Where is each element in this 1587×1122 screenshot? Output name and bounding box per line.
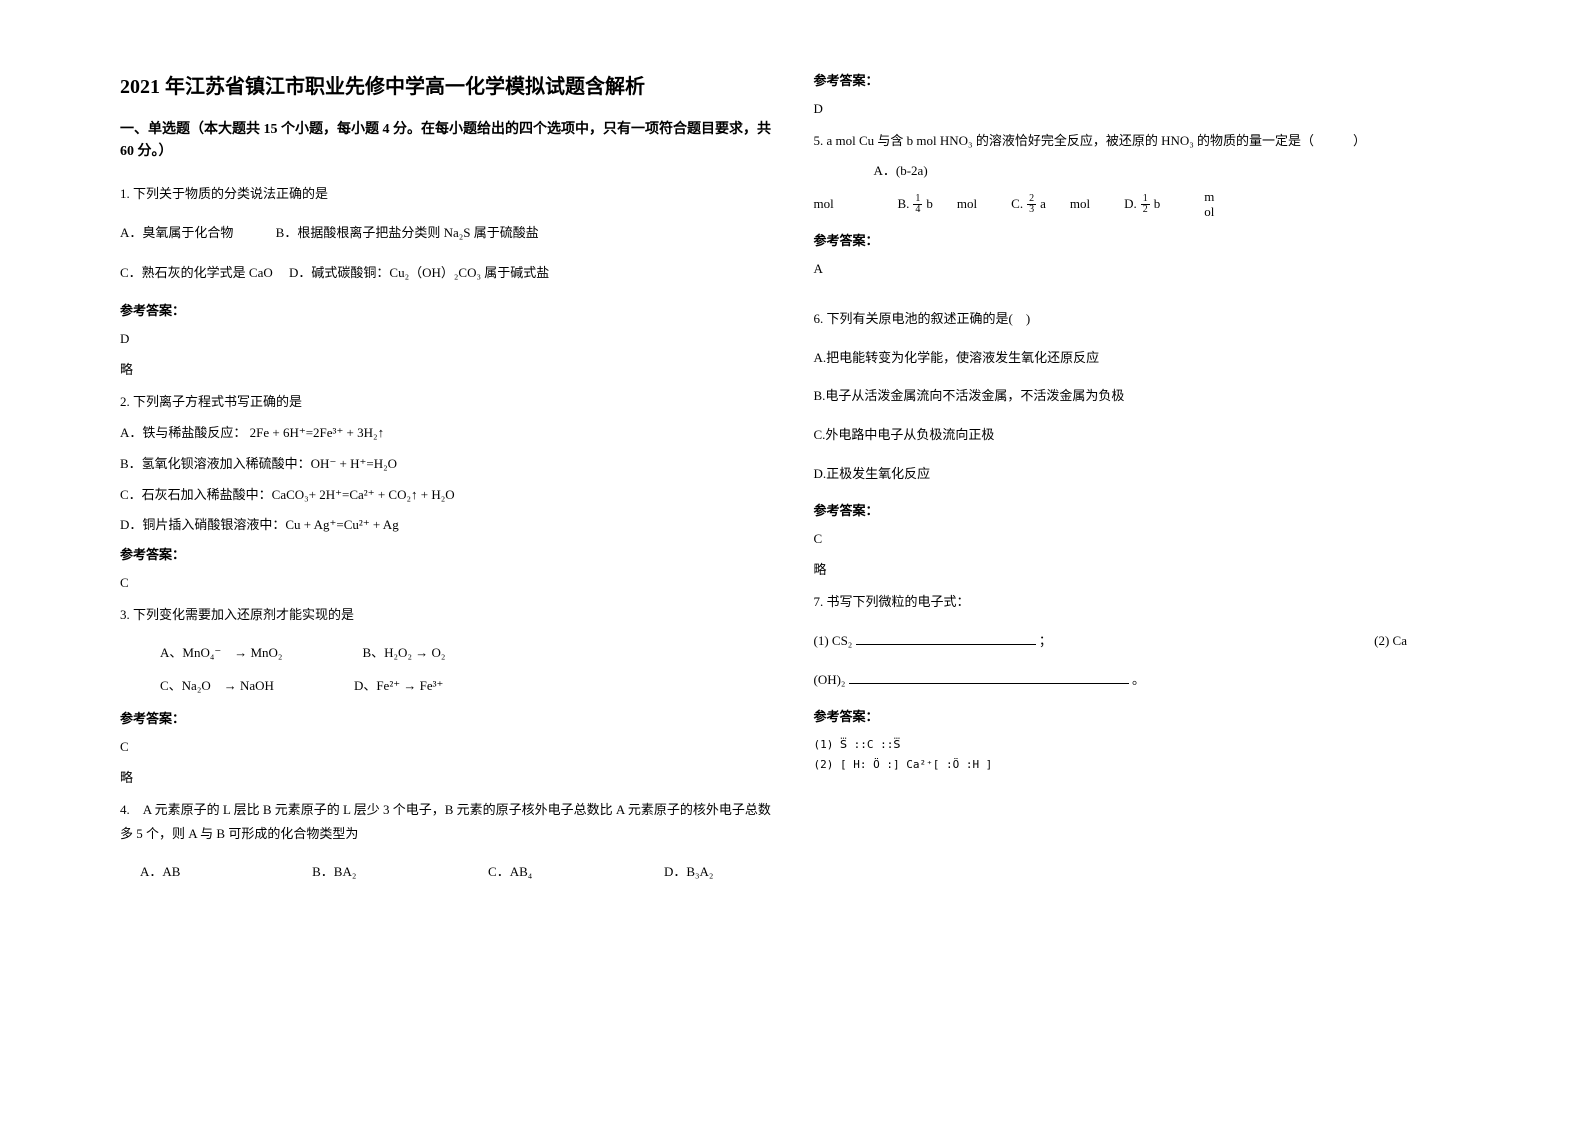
q7-part3-label: (OH)₂ — [814, 672, 846, 687]
section-heading: 一、单选题（本大题共 15 个小题，每小题 4 分。在每小题给出的四个选项中，只… — [120, 119, 774, 164]
q6-optC: C.外电路中电子从负极流向正极 — [814, 423, 1468, 448]
q1-answer-label: 参考答案： — [120, 300, 774, 319]
blank-line — [849, 670, 1129, 684]
q4-optC: C．AB₄ — [488, 861, 532, 880]
q3-row2: C、Na₂O → NaOH D、Fe²⁺ → Fe³⁺ — [160, 675, 774, 694]
q3-stem: 3. 下列变化需要加入还原剂才能实现的是 — [120, 603, 774, 628]
q5-mol1: mol — [814, 196, 894, 212]
q2-optC: C．石灰石加入稀盐酸中：CaCO₃+ 2H⁺=Ca²⁺ + CO₂↑ + H₂O — [120, 483, 774, 508]
q3-answer: C — [120, 739, 774, 755]
q7-part3-end: 。 — [1132, 672, 1145, 687]
q7-part3: (OH)₂ 。 — [814, 668, 1468, 693]
q4-optA: A．AB — [140, 861, 180, 880]
q1-extra: 略 — [120, 359, 774, 378]
q3-optB: B、H₂O₂ → O₂ — [362, 642, 445, 661]
q6-answer: C — [814, 531, 1468, 547]
q6-stem: 6. 下列有关原电池的叙述正确的是( ) — [814, 307, 1468, 332]
q3-extra: 略 — [120, 767, 774, 786]
q4-answer-label: 参考答案： — [814, 70, 1468, 89]
q5-mol2: mol — [957, 196, 977, 212]
q7-answer-label: 参考答案： — [814, 706, 1468, 725]
right-column: 参考答案： D 5. a mol Cu 与含 b mol HNO₃ 的溶液恰好完… — [794, 70, 1488, 1082]
q3-row1: A、MnO₄⁻ → MnO₂ B、H₂O₂ → O₂ — [160, 642, 774, 661]
q1-optC: C．熟石灰的化学式是 CaO — [120, 265, 273, 280]
q6-extra: 略 — [814, 559, 1468, 578]
q5-answer: A — [814, 261, 1468, 277]
q7-part2-label: (2) Ca — [1374, 629, 1407, 654]
q5-answer-label: 参考答案： — [814, 230, 1468, 249]
q1-optB: B．根据酸根离子把盐分类则 Na₂S 属于硫酸盐 — [276, 225, 539, 240]
q5-optB-pre: B. — [898, 196, 910, 212]
q3-optC: C、Na₂O → NaOH — [160, 675, 274, 694]
q4-optD: D．B₃A₂ — [664, 861, 714, 880]
q2-optB: B．氢氧化钡溶液加入稀硫酸中：OH⁻ + H⁺=H₂O — [120, 452, 774, 477]
q1-options: A．臭氧属于化合物 B．根据酸根离子把盐分类则 Na₂S 属于硫酸盐 — [120, 220, 774, 246]
q1-answer: D — [120, 331, 774, 347]
q5-optB-suf: b — [926, 196, 933, 212]
q5-optD-suf: b — [1154, 196, 1161, 212]
q2-answer-label: 参考答案： — [120, 544, 774, 563]
q4-optB: B．BA₂ — [312, 861, 356, 880]
q5-optC-suf: a — [1040, 196, 1046, 212]
q5-optC-pre: C. — [1011, 196, 1023, 212]
q7-lewis-1: (1) S⃛ ::C ::S⃛ — [814, 737, 1468, 752]
q4-answer: D — [814, 101, 1468, 117]
q4-options: A．AB B．BA₂ C．AB₄ D．B₃A₂ — [120, 861, 774, 880]
q7-part1-label: (1) CS₂ — [814, 633, 853, 648]
fraction-icon: 14 — [913, 194, 922, 215]
q2-optD: D．铜片插入硝酸银溶液中：Cu + Ag⁺=Cu²⁺ + Ag — [120, 513, 774, 538]
q6-answer-label: 参考答案： — [814, 500, 1468, 519]
q1-optD: D．碱式碳酸铜：Cu₂（OH）₂CO₃ 属于碱式盐 — [289, 265, 549, 280]
q4-stem: 4. A 元素原子的 L 层比 B 元素原子的 L 层少 3 个电子，B 元素的… — [120, 798, 774, 847]
q5-mol3: mol — [1070, 196, 1090, 212]
q7-part1: (1) CS₂ ； (2) Ca — [814, 629, 1468, 654]
q7-part1-sep: ； — [1039, 633, 1052, 648]
q5-optA: A．(b-2a) — [874, 160, 1468, 179]
q6-optB: B.电子从活泼金属流向不活泼金属，不活泼金属为负极 — [814, 384, 1468, 409]
q1-options-2: C．熟石灰的化学式是 CaO D．碱式碳酸铜：Cu₂（OH）₂CO₃ 属于碱式盐 — [120, 260, 774, 286]
blank-line — [856, 631, 1036, 645]
q6-optA: A.把电能转变为化学能，使溶液发生氧化还原反应 — [814, 346, 1468, 371]
fraction-icon: 23 — [1027, 194, 1036, 215]
q3-optD: D、Fe²⁺ → Fe³⁺ — [354, 675, 443, 694]
q5-options-row: mol B. 14 b mol C. 23 a mol D. 12 b m ol — [814, 189, 1468, 220]
q2-answer: C — [120, 575, 774, 591]
page-title: 2021 年江苏省镇江市职业先修中学高一化学模拟试题含解析 — [120, 70, 774, 99]
q2-stem: 2. 下列离子方程式书写正确的是 — [120, 390, 774, 415]
q7-stem: 7. 书写下列微粒的电子式： — [814, 590, 1468, 615]
q1-stem: 1. 下列关于物质的分类说法正确的是 — [120, 182, 774, 207]
q5-stem: 5. a mol Cu 与含 b mol HNO₃ 的溶液恰好完全反应，被还原的… — [814, 129, 1468, 154]
q5-optD-pre: D. — [1124, 196, 1137, 212]
q3-optA: A、MnO₄⁻ → MnO₂ — [160, 642, 282, 661]
left-column: 2021 年江苏省镇江市职业先修中学高一化学模拟试题含解析 一、单选题（本大题共… — [100, 70, 794, 1082]
q3-answer-label: 参考答案： — [120, 708, 774, 727]
q1-optA: A．臭氧属于化合物 — [120, 225, 233, 240]
q6-optD: D.正极发生氧化反应 — [814, 462, 1468, 487]
q2-optA: A．铁与稀盐酸反应： 2Fe + 6H⁺=2Fe³⁺ + 3H₂↑ — [120, 421, 774, 446]
fraction-icon: 12 — [1141, 194, 1150, 215]
q5-mol4: m ol — [1204, 189, 1214, 220]
q7-lewis-2: (2) [ H: Ö :] Ca²⁺[ :Ö :H ] — [814, 757, 1468, 772]
